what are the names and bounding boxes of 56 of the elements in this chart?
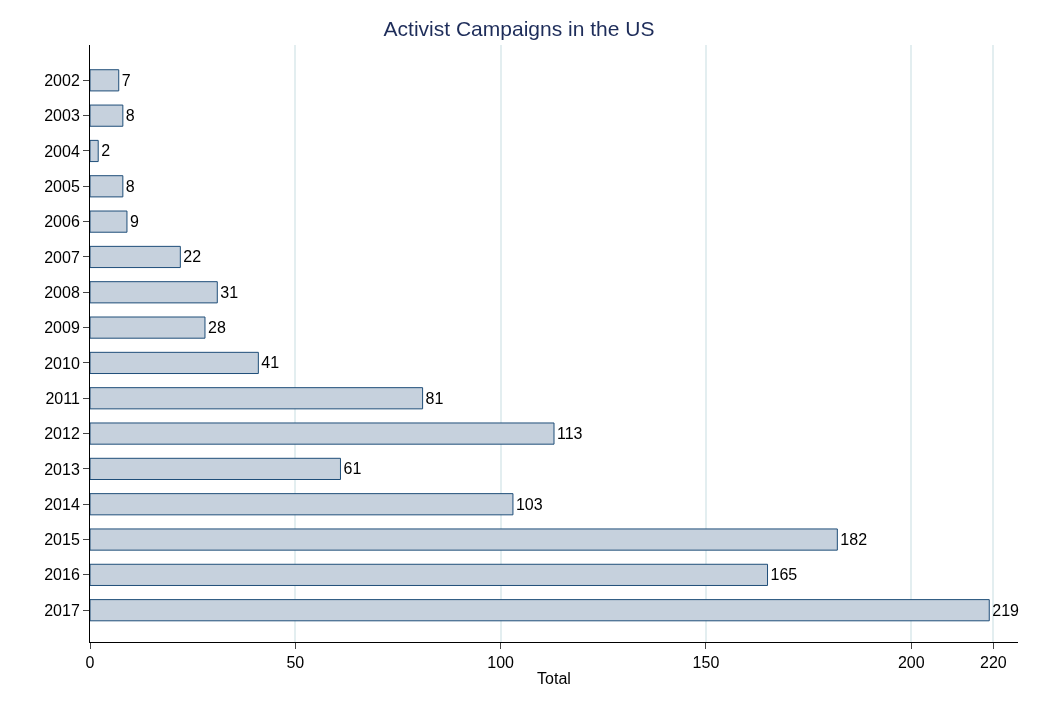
y-tick-label: 2016 (44, 566, 80, 584)
bar (90, 457, 341, 480)
bar (90, 493, 514, 516)
x-tick-label: 50 (286, 654, 305, 672)
y-tick-label: 2007 (44, 248, 80, 266)
bar (90, 245, 181, 269)
y-tick-label: 2011 (45, 389, 80, 407)
data-label: 28 (207, 319, 226, 337)
data-label: 31 (220, 283, 239, 301)
data-label: 182 (840, 531, 868, 549)
x-axis-title: Total (537, 669, 571, 687)
y-tick-label: 2012 (44, 425, 80, 443)
bar (90, 104, 124, 127)
bar (90, 316, 206, 339)
x-tick-label: 220 (980, 654, 1007, 672)
data-label: 219 (992, 601, 1020, 619)
x-tick-label: 150 (692, 654, 720, 672)
data-label: 22 (183, 248, 202, 266)
x-tick-label: 0 (85, 654, 95, 672)
data-label: 113 (557, 425, 583, 443)
bar (90, 210, 128, 233)
y-tick-label: 2017 (44, 601, 80, 619)
data-label: 2 (101, 142, 111, 160)
data-label: 9 (129, 213, 139, 231)
bar (90, 422, 555, 445)
y-tick-label: 2014 (44, 495, 80, 513)
x-tick-label: 100 (487, 654, 515, 672)
chart-title: Activist Campaigns in the US (383, 16, 655, 40)
bar (90, 139, 99, 163)
x-tick-label: 200 (897, 654, 925, 672)
y-tick-label: 2009 (44, 319, 80, 337)
y-tick-label: 2004 (44, 142, 80, 160)
bar (90, 281, 218, 304)
data-label: 41 (261, 354, 280, 372)
bar (90, 563, 769, 586)
data-label: 61 (343, 460, 362, 478)
data-label: 8 (125, 177, 135, 195)
data-label: 81 (425, 389, 444, 407)
bar (90, 387, 424, 410)
y-tick-label: 2010 (44, 354, 80, 372)
data-label: 165 (770, 566, 798, 584)
bar (90, 69, 120, 92)
data-label: 8 (125, 107, 135, 125)
y-tick-label: 2015 (44, 531, 80, 549)
y-tick-label: 2006 (44, 213, 80, 231)
bar (90, 175, 124, 198)
y-tick-label: 2003 (44, 107, 80, 125)
bar (90, 351, 259, 375)
data-label: 103 (515, 495, 543, 513)
bar (90, 528, 838, 551)
y-tick-label: 2005 (44, 177, 80, 195)
bar (90, 599, 990, 622)
data-label: 7 (121, 71, 131, 89)
y-tick-label: 2008 (44, 283, 80, 301)
y-tick-label: 2013 (44, 460, 80, 478)
y-tick-label: 2002 (44, 71, 80, 89)
